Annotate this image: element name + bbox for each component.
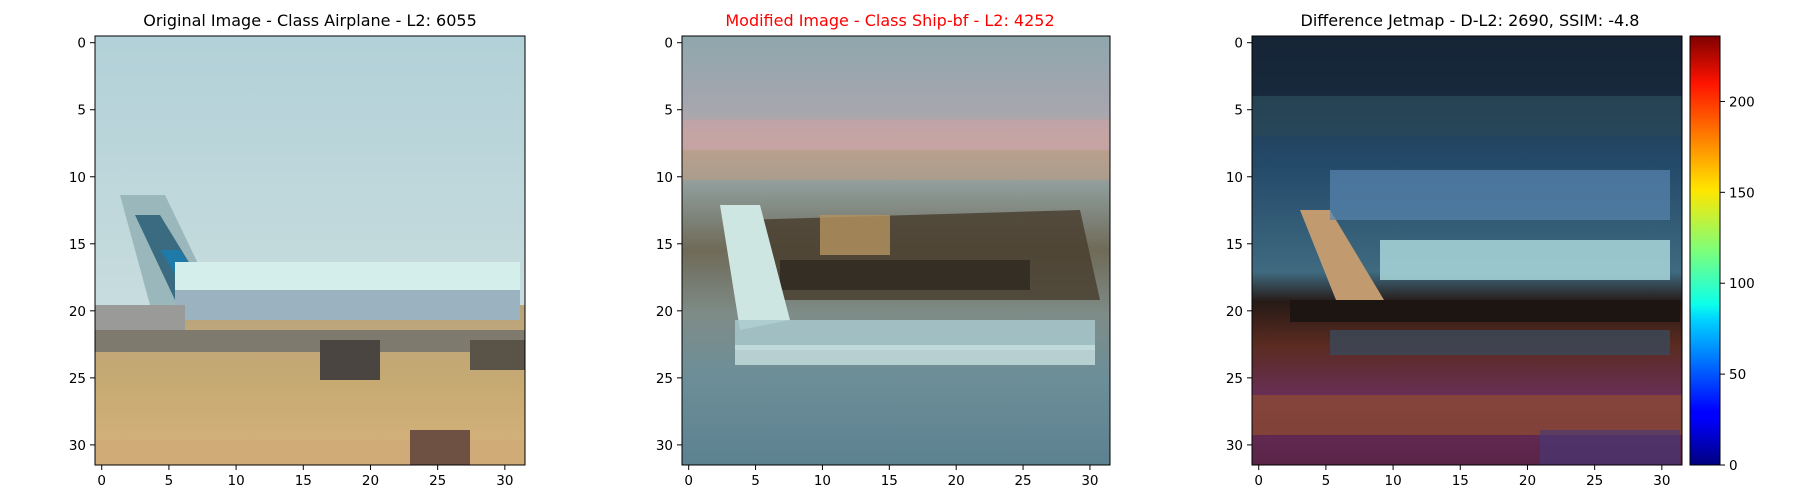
colorbar-tick-label: 0 bbox=[1729, 458, 1738, 474]
plane-fuselage bbox=[175, 262, 520, 292]
y-tick-label: 5 bbox=[77, 103, 86, 119]
x-tick-label: 10 bbox=[814, 473, 831, 489]
x-tick-label: 5 bbox=[1322, 473, 1331, 489]
y-tick-label: 25 bbox=[1226, 371, 1243, 387]
x-tick-label: 15 bbox=[881, 473, 898, 489]
x-tick-label: 5 bbox=[165, 473, 174, 489]
colorbar-tick-label: 150 bbox=[1729, 185, 1755, 201]
panel-title-modified: Modified Image - Class Ship-bf - L2: 425… bbox=[725, 11, 1054, 30]
x-tick-label: 20 bbox=[948, 473, 965, 489]
original-image bbox=[95, 36, 525, 465]
y-tick-label: 10 bbox=[69, 170, 86, 186]
colorbar-frame bbox=[1689, 35, 1721, 466]
colorbar bbox=[1690, 36, 1720, 465]
x-tick-label: 10 bbox=[228, 473, 245, 489]
y-tick-label: 5 bbox=[1234, 103, 1243, 119]
panel-title-original: Original Image - Class Airplane - L2: 60… bbox=[143, 11, 477, 30]
x-tick-label: 30 bbox=[1081, 473, 1098, 489]
y-tick-label: 30 bbox=[1226, 438, 1243, 454]
difference-image bbox=[1252, 36, 1682, 465]
y-tick-label: 0 bbox=[664, 36, 673, 52]
y-tick-label: 10 bbox=[1226, 170, 1243, 186]
x-tick-label: 30 bbox=[496, 473, 513, 489]
y-tick-label: 20 bbox=[1226, 304, 1243, 320]
x-tick-label: 20 bbox=[362, 473, 379, 489]
y-tick-label: 20 bbox=[69, 304, 86, 320]
y-tick-label: 30 bbox=[656, 438, 673, 454]
panel-title-difference: Difference Jetmap - D-L2: 2690, SSIM: -4… bbox=[1301, 11, 1640, 30]
y-tick-label: 15 bbox=[656, 237, 673, 253]
axes-frame-modified bbox=[681, 35, 1111, 466]
x-tick-label: 5 bbox=[751, 473, 760, 489]
axes-frame-original bbox=[94, 35, 526, 466]
modified-image bbox=[682, 36, 1110, 465]
x-tick-label: 10 bbox=[1385, 473, 1402, 489]
y-tick-label: 5 bbox=[664, 103, 673, 119]
x-tick-label: 25 bbox=[1014, 473, 1031, 489]
x-tick-label: 25 bbox=[429, 473, 446, 489]
y-tick-label: 20 bbox=[656, 304, 673, 320]
x-tick-label: 25 bbox=[1586, 473, 1603, 489]
x-tick-label: 20 bbox=[1519, 473, 1536, 489]
x-tick-label: 0 bbox=[684, 473, 693, 489]
tick-layer: 0 5 10 15 20 25 30 0 5 10 15 20 25 30 0 5 10 15 20 25 30 0 5 10… bbox=[69, 36, 1755, 489]
colorbar-tick-label: 50 bbox=[1729, 367, 1746, 383]
x-tick-label: 0 bbox=[97, 473, 106, 489]
colorbar-tick-label: 100 bbox=[1729, 276, 1755, 292]
x-tick-label: 15 bbox=[295, 473, 312, 489]
y-tick-label: 0 bbox=[77, 36, 86, 52]
y-tick-label: 25 bbox=[69, 371, 86, 387]
y-tick-label: 0 bbox=[1234, 36, 1243, 52]
x-tick-label: 0 bbox=[1254, 473, 1263, 489]
x-tick-label: 15 bbox=[1452, 473, 1469, 489]
colorbar-tick-label: 200 bbox=[1729, 94, 1755, 110]
x-tick-label: 30 bbox=[1653, 473, 1670, 489]
y-tick-label: 10 bbox=[656, 170, 673, 186]
y-tick-label: 25 bbox=[656, 371, 673, 387]
y-tick-label: 15 bbox=[69, 237, 86, 253]
y-tick-label: 15 bbox=[1226, 237, 1243, 253]
axes-frame-difference bbox=[1251, 35, 1683, 466]
y-tick-label: 30 bbox=[69, 438, 86, 454]
